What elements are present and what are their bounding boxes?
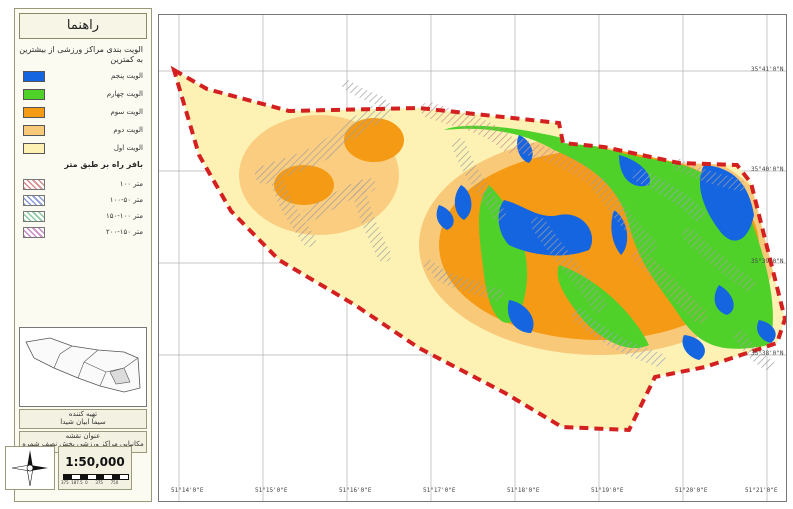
legend-hatch-buffer-2 [23, 195, 45, 206]
legend-priority-heading: الویت بندی مراکز ورزشی از بیشترین به کمت… [19, 45, 143, 64]
legend-swatch-priority-1 [23, 143, 45, 154]
inset-location-map [19, 327, 147, 407]
legend-label-priority-4: الویت چهارم [106, 90, 143, 98]
priority-zones [174, 70, 785, 430]
lon-tick-7: 51°20'0"E [675, 487, 708, 494]
prepared-by-value: سیما ابیان شیدا [60, 418, 106, 426]
legend-label-priority-1: الویت اول [113, 144, 143, 152]
legend-hatch-buffer-3 [23, 211, 45, 222]
legend-panel: راهنما الویت بندی مراکز ورزشی از بیشترین… [14, 8, 152, 502]
road-buffers [255, 80, 775, 371]
map-frame: 51°14'0"E 51°15'0"E 51°16'0"E 51°17'0"E … [158, 14, 788, 502]
legend-swatch-priority-2 [23, 125, 45, 136]
scale-bar-ticks: 375 187.5 0 375 750 [61, 480, 119, 485]
legend-swatch-priority-5 [23, 71, 45, 82]
prepared-by-label: تهیه کننده [68, 410, 98, 418]
legend-swatch-priority-3 [23, 107, 45, 118]
legend-title: راهنما [19, 13, 147, 39]
lat-tick-4: 35°38'0"N [751, 350, 784, 357]
map-header-caption [330, 0, 530, 6]
scale-box: 1:50,000 375 187.5 0 375 750 [58, 446, 132, 490]
legend-hatch-buffer-4 [23, 227, 45, 238]
legend-hatch-buffer-1 [23, 179, 45, 190]
lon-tick-1: 51°14'0"E [171, 487, 204, 494]
legend-label-buffer-3: ۱۵۰-۱۰۰ متر [105, 212, 143, 220]
lat-tick-3: 35°39'0"N [751, 258, 784, 265]
legend-label-buffer-2: ۱۰۰-۵۰ متر [109, 196, 143, 204]
lon-tick-4: 51°17'0"E [423, 487, 456, 494]
legend-swatch-priority-4 [23, 89, 45, 100]
scale-ratio: 1:50,000 [65, 455, 125, 469]
lat-tick-1: 35°41'0"N [751, 66, 784, 73]
legend-label-priority-5: الویت پنجم [111, 72, 143, 80]
study-area-boundary [170, 65, 788, 433]
legend-label-buffer-4: ۲۰۰-۱۵۰ متر [105, 228, 143, 236]
legend-label-priority-3: الویت سوم [110, 108, 143, 116]
map-canvas [159, 15, 788, 501]
lon-tick-2: 51°15'0"E [255, 487, 288, 494]
north-arrow [5, 446, 55, 490]
map-title-value: مکانیابی مراکز ورزشی بخش نصف شمره [22, 440, 144, 448]
scale-bar [63, 474, 129, 480]
legend-buffer-heading: بافر راه بر طبق متر [64, 160, 143, 169]
lon-tick-8: 51°21'0"E [745, 487, 778, 494]
lon-tick-3: 51°16'0"E [339, 487, 372, 494]
legend-label-buffer-1: ۱۰۰ متر [119, 180, 143, 188]
prepared-by-box: تهیه کننده سیما ابیان شیدا [19, 409, 147, 429]
legend-label-priority-2: الویت دوم [113, 126, 143, 134]
map-title-label: عنوان نقشه [65, 432, 101, 440]
lon-tick-5: 51°18'0"E [507, 487, 540, 494]
lon-tick-6: 51°19'0"E [591, 487, 624, 494]
lat-tick-2: 35°40'0"N [751, 166, 784, 173]
